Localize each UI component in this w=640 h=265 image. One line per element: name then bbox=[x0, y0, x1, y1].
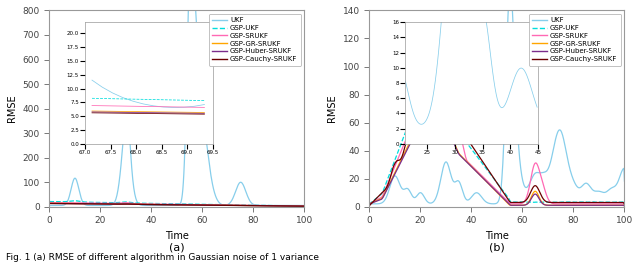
X-axis label: Time: Time bbox=[485, 231, 509, 241]
Legend: UKF, GSP-UKF, GSP-SRUKF, GSP-GR-SRUKF, GSP-Huber-SRUKF, GSP-Cauchy-SRUKF: UKF, GSP-UKF, GSP-SRUKF, GSP-GR-SRUKF, G… bbox=[209, 14, 301, 65]
Text: (b): (b) bbox=[489, 242, 505, 252]
Text: (a): (a) bbox=[169, 242, 185, 252]
Y-axis label: RMSE: RMSE bbox=[7, 95, 17, 122]
Y-axis label: RMSE: RMSE bbox=[327, 95, 337, 122]
X-axis label: Time: Time bbox=[165, 231, 189, 241]
Legend: UKF, GSP-UKF, GSP-SRUKF, GSP-GR-SRUKF, GSP-Huber-SRUKF, GSP-Cauchy-SRUKF: UKF, GSP-UKF, GSP-SRUKF, GSP-GR-SRUKF, G… bbox=[529, 14, 621, 65]
Text: Fig. 1 (a) RMSE of different algorithm in Gaussian noise of 1 variance: Fig. 1 (a) RMSE of different algorithm i… bbox=[6, 253, 319, 262]
